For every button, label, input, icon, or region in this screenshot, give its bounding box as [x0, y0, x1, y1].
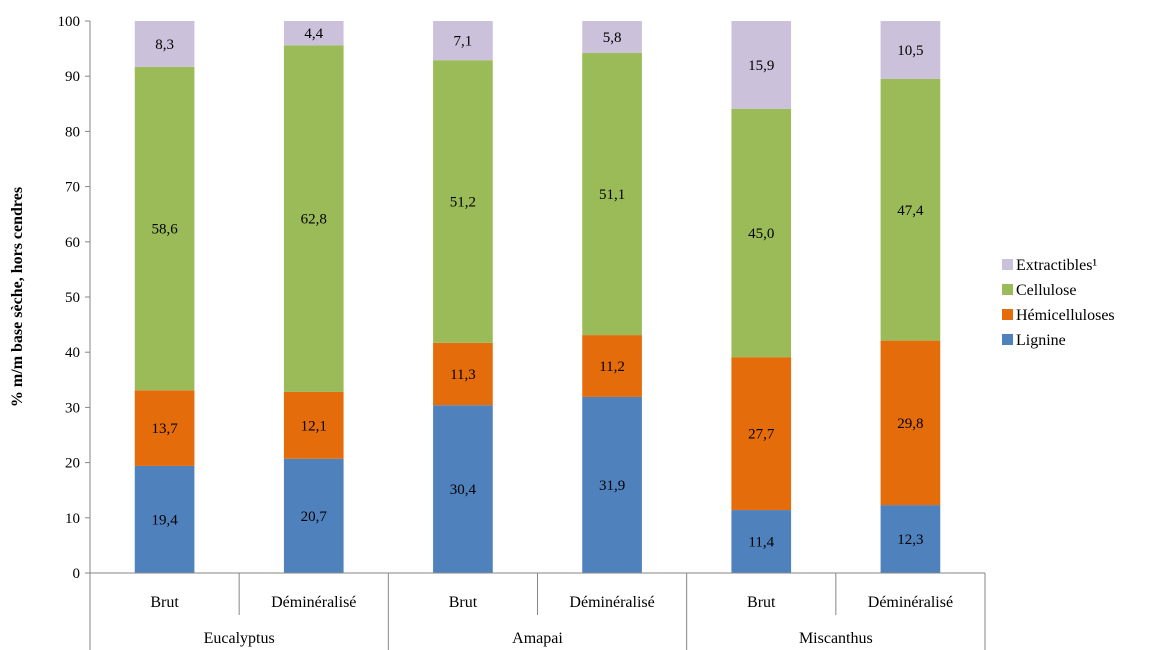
bar-segment-extractibles-	[731, 21, 792, 109]
data-label: 45,0	[748, 226, 774, 242]
bar-segment-lignine	[433, 405, 493, 573]
bar-segment-extractibles-	[880, 21, 941, 79]
x-category-label: Déminéralisé	[271, 594, 356, 611]
data-label: 8,3	[155, 37, 174, 53]
bar-segment-cellulose	[433, 60, 493, 343]
y-axis-title-group: % m/m base sèche, hors cendres	[9, 187, 26, 407]
bar-segment-extractibles-	[283, 21, 344, 46]
bars: 19,4 13,7 58,6 8,3 20,7 12,1 62,8 4,4 30,4 11,3 51…	[134, 21, 941, 573]
legend-swatch	[1002, 259, 1013, 270]
bar-segment-lignine	[582, 396, 642, 573]
data-label: 19,4	[151, 512, 178, 528]
bar-segment-cellulose	[134, 66, 195, 391]
x-group-label: Eucalyptus	[204, 630, 275, 647]
y-axis-title: % m/m base sèche, hors cendres	[9, 187, 26, 407]
y-tick-label: 20	[65, 456, 80, 472]
data-label: 29,8	[897, 416, 923, 432]
bar-segment-lignine	[283, 458, 344, 573]
y-tick-label: 0	[73, 566, 81, 582]
x-category-label: Brut	[449, 594, 478, 611]
data-label: 30,4	[450, 482, 477, 498]
x-category-label: Brut	[150, 594, 179, 611]
legend-label: Lignine	[1016, 332, 1066, 349]
bar-segment-cellulose	[283, 45, 344, 392]
data-label: 51,2	[450, 195, 476, 211]
bar-segment-extractibles-	[433, 21, 493, 61]
y-tick-label: 90	[65, 69, 80, 85]
bar-segment-h-micelluloses	[433, 342, 493, 406]
y-tick-label: 60	[65, 235, 80, 251]
y-tick-label: 50	[65, 290, 80, 306]
data-label: 11,4	[748, 535, 774, 551]
data-label: 4,4	[304, 26, 323, 42]
bar-segment-lignine	[134, 465, 195, 573]
data-label: 10,5	[897, 43, 923, 59]
y-axis: 0 10 20 30 40 50 60 70 80 90 100	[58, 14, 91, 582]
bar-segment-cellulose	[880, 78, 941, 341]
y-tick-label: 40	[65, 345, 80, 361]
bar-segment-extractibles-	[582, 21, 642, 54]
x-category-label: Déminéralisé	[868, 594, 953, 611]
bar-segment-h-micelluloses	[134, 390, 195, 466]
data-label: 13,7	[151, 421, 178, 437]
y-tick-label: 80	[65, 124, 80, 140]
y-tick-label: 30	[65, 400, 80, 416]
legend-label: Hémicelluloses	[1016, 307, 1115, 324]
data-label: 31,9	[599, 478, 625, 494]
bar-segment-h-micelluloses	[880, 340, 941, 506]
legend-label: Cellulose	[1016, 282, 1076, 299]
data-label: 15,9	[748, 58, 774, 74]
x-axis: Brut Déminéralisé Brut Déminéralisé Brut Démi…	[89, 572, 986, 650]
y-tick-label: 10	[65, 511, 80, 527]
x-category-label: Brut	[747, 594, 776, 611]
data-label: 27,7	[748, 427, 775, 443]
y-tick-label: 70	[65, 180, 80, 196]
data-label: 11,2	[599, 359, 625, 375]
legend-label: Extractibles¹	[1016, 257, 1097, 274]
x-group-label: Miscanthus	[799, 630, 873, 647]
y-tick-label: 100	[58, 14, 81, 30]
x-category-label: Déminéralisé	[569, 594, 654, 611]
legend-swatch	[1002, 309, 1013, 320]
legend: Extractibles¹ Cellulose Hémicelluloses Lign…	[1002, 257, 1115, 349]
bar-segment-cellulose	[731, 108, 792, 358]
legend-swatch	[1002, 284, 1013, 295]
data-label: 11,3	[450, 367, 476, 383]
data-label: 12,3	[897, 532, 923, 548]
bar-segment-h-micelluloses	[582, 335, 642, 397]
bar-segment-lignine	[731, 510, 792, 573]
bar-segment-lignine	[880, 505, 941, 573]
data-label: 7,1	[454, 34, 473, 50]
bar-segment-h-micelluloses	[731, 357, 792, 511]
data-label: 58,6	[151, 222, 178, 238]
bar-segment-h-micelluloses	[283, 391, 344, 459]
data-label: 62,8	[301, 212, 327, 228]
data-label: 20,7	[301, 509, 328, 525]
legend-swatch	[1002, 334, 1013, 345]
data-label: 5,8	[603, 30, 622, 46]
data-label: 12,1	[301, 418, 327, 434]
x-group-label: Amapai	[512, 630, 563, 647]
bar-segment-extractibles-	[134, 21, 195, 67]
bar-segment-cellulose	[582, 53, 642, 336]
data-label: 51,1	[599, 187, 625, 203]
data-label: 47,4	[897, 203, 924, 219]
